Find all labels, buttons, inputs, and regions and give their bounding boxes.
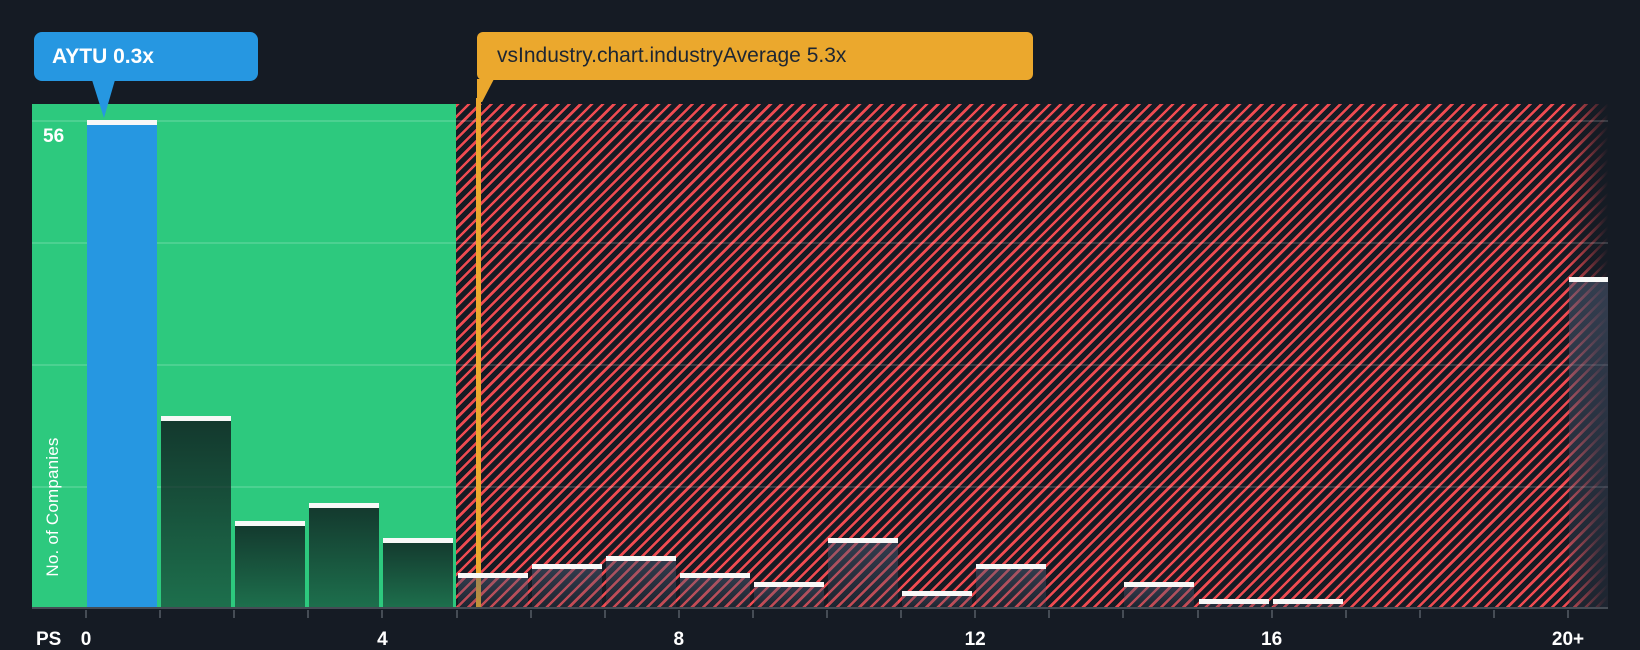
bar-cap bbox=[1124, 581, 1195, 587]
x-tick bbox=[381, 610, 384, 618]
x-tick bbox=[1418, 610, 1421, 618]
x-tick bbox=[603, 610, 606, 618]
histogram-bar-11-12 bbox=[902, 590, 973, 608]
x-tick bbox=[307, 610, 310, 618]
x-tick bbox=[1344, 610, 1347, 618]
histogram-bar-3-4 bbox=[309, 503, 380, 608]
x-tick bbox=[455, 610, 458, 618]
x-tick bbox=[233, 610, 236, 618]
gridline bbox=[32, 119, 1608, 122]
bar-cap bbox=[309, 503, 380, 509]
histogram-bar-4-5 bbox=[383, 538, 454, 608]
above-average-hatch-zone bbox=[456, 104, 1608, 608]
x-tick bbox=[1196, 610, 1199, 618]
bar-cap bbox=[828, 538, 899, 544]
x-tick bbox=[85, 610, 87, 618]
x-axis-unit-label: PS bbox=[36, 629, 62, 650]
bar-cap bbox=[902, 590, 973, 596]
histogram-bar-14-15 bbox=[1124, 581, 1195, 608]
x-tick bbox=[900, 610, 903, 618]
bar-cap bbox=[1272, 599, 1343, 605]
gridline bbox=[32, 363, 1608, 366]
x-tick-label-20+: 20+ bbox=[1551, 629, 1585, 650]
bar-cap bbox=[235, 520, 306, 526]
bar-cap bbox=[605, 555, 676, 561]
bar-cap bbox=[383, 538, 454, 544]
x-tick bbox=[677, 610, 680, 618]
x-tick-label-12: 12 bbox=[964, 629, 986, 650]
bar-cap bbox=[161, 416, 232, 422]
bar-cap bbox=[531, 564, 602, 570]
bar-cap bbox=[457, 573, 528, 579]
x-tick bbox=[974, 610, 977, 618]
gridline bbox=[32, 241, 1608, 244]
industry-average-callout-label: vsIndustry.chart.industryAverage 5.3x bbox=[497, 44, 847, 67]
y-max-label: 56 bbox=[43, 126, 65, 147]
histogram-bar-7-8 bbox=[605, 555, 676, 608]
x-tick bbox=[159, 610, 162, 618]
x-tick bbox=[1122, 610, 1125, 618]
histogram-bar-9-10 bbox=[753, 581, 824, 608]
histogram-bar-6-7 bbox=[531, 564, 602, 608]
histogram-bar-2-3 bbox=[235, 520, 306, 608]
gridline bbox=[32, 485, 1608, 488]
x-tick bbox=[1270, 610, 1273, 618]
industry-average-line bbox=[476, 98, 482, 608]
histogram-bar-1-2 bbox=[161, 416, 232, 608]
y-axis-title: No. of Companies bbox=[43, 437, 62, 577]
histogram-bar-0-1 bbox=[87, 119, 158, 608]
histogram-bar-8-9 bbox=[679, 573, 750, 608]
x-tick-label-0: 0 bbox=[80, 629, 92, 650]
bar-cap bbox=[1198, 599, 1269, 605]
bar-cap bbox=[87, 119, 158, 125]
x-axis-line bbox=[32, 607, 1608, 609]
bar-cap bbox=[1569, 276, 1608, 282]
x-tick-label-16: 16 bbox=[1261, 629, 1283, 650]
company-callout-label: AYTU 0.3x bbox=[52, 45, 154, 68]
histogram-bar-16-17 bbox=[1272, 599, 1343, 608]
x-tick bbox=[1492, 610, 1495, 618]
x-tick-label-4: 4 bbox=[377, 629, 388, 650]
bar-cap bbox=[753, 581, 824, 587]
bar-cap bbox=[679, 573, 750, 579]
industry-average-callout-pointer bbox=[477, 79, 494, 102]
histogram-bar-5-6 bbox=[457, 573, 528, 608]
histogram-bar-20+ bbox=[1569, 276, 1608, 608]
industry-average-callout: vsIndustry.chart.industryAverage 5.3x bbox=[477, 32, 1033, 80]
x-tick bbox=[826, 610, 828, 618]
x-tick bbox=[751, 610, 754, 618]
histogram-bar-10-11 bbox=[828, 538, 899, 608]
x-tick bbox=[1567, 610, 1569, 618]
company-callout: AYTU 0.3x bbox=[34, 32, 258, 81]
x-tick-label-8: 8 bbox=[673, 629, 685, 650]
x-tick bbox=[529, 610, 532, 618]
histogram-bar-12-13 bbox=[976, 564, 1047, 608]
bar-cap bbox=[976, 564, 1047, 570]
x-tick bbox=[1048, 610, 1051, 618]
histogram-bar-15-16 bbox=[1198, 599, 1269, 608]
plot-area bbox=[32, 98, 1608, 608]
